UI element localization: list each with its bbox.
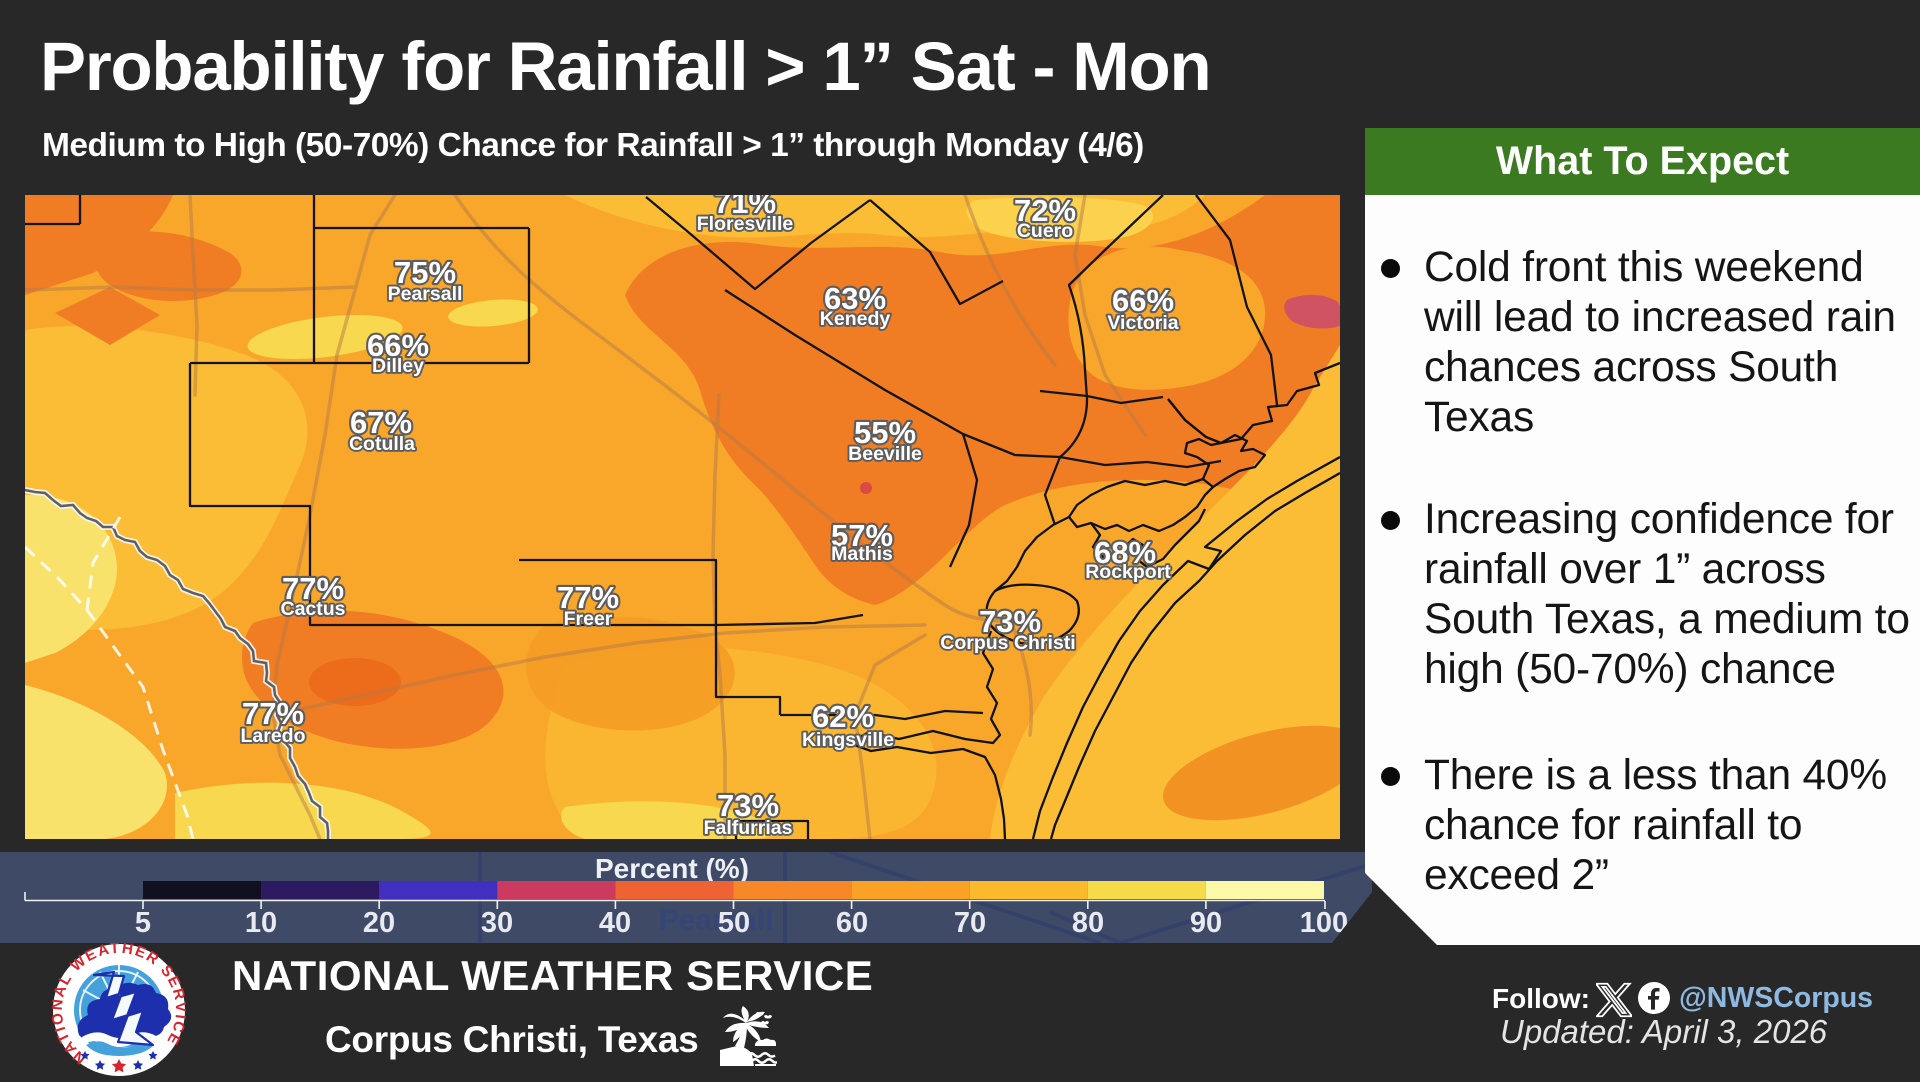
svg-text:Floresville: Floresville bbox=[697, 213, 794, 235]
svg-text:72%: 72% bbox=[1014, 195, 1076, 228]
svg-text:66%: 66% bbox=[1112, 283, 1174, 318]
svg-text:70: 70 bbox=[954, 907, 986, 939]
svg-text:57%: 57% bbox=[831, 518, 893, 553]
svg-text:Kingsville: Kingsville bbox=[802, 729, 894, 751]
svg-text:10: 10 bbox=[245, 907, 277, 939]
svg-text:20: 20 bbox=[363, 907, 395, 939]
svg-text:Victoria: Victoria bbox=[1107, 312, 1178, 334]
svg-text:66%: 66% bbox=[367, 328, 429, 363]
svg-text:77%: 77% bbox=[242, 696, 304, 731]
svg-text:77%: 77% bbox=[557, 580, 619, 615]
svg-text:77%: 77% bbox=[282, 571, 344, 606]
svg-text:62%: 62% bbox=[812, 699, 874, 734]
svg-text:73%: 73% bbox=[717, 788, 779, 823]
svg-text:80: 80 bbox=[1072, 907, 1104, 939]
svg-text:Freer: Freer bbox=[564, 608, 613, 630]
svg-text:63%: 63% bbox=[824, 281, 886, 316]
svg-text:Beeville: Beeville bbox=[848, 443, 922, 465]
svg-text:60: 60 bbox=[836, 907, 868, 939]
svg-text:Kenedy: Kenedy bbox=[820, 308, 891, 330]
svg-text:67%: 67% bbox=[350, 405, 412, 440]
svg-text:Cactus: Cactus bbox=[280, 598, 345, 620]
svg-text:Dilley: Dilley bbox=[372, 355, 424, 377]
svg-text:75%: 75% bbox=[394, 255, 456, 290]
svg-text:40: 40 bbox=[599, 907, 631, 939]
svg-text:5: 5 bbox=[135, 907, 151, 939]
svg-text:68%: 68% bbox=[1094, 535, 1156, 570]
svg-text:Laredo: Laredo bbox=[240, 725, 305, 747]
svg-text:30: 30 bbox=[481, 907, 513, 939]
svg-text:Corpus Christi: Corpus Christi bbox=[940, 632, 1075, 654]
svg-text:Cuero: Cuero bbox=[1017, 220, 1073, 242]
svg-text:Pearsall: Pearsall bbox=[658, 904, 773, 937]
svg-text:Rockport: Rockport bbox=[1085, 561, 1171, 583]
svg-text:Falfurrias: Falfurrias bbox=[704, 817, 793, 839]
svg-text:Pearsall: Pearsall bbox=[388, 283, 463, 305]
svg-text:100: 100 bbox=[1300, 907, 1348, 939]
svg-text:50: 50 bbox=[718, 907, 750, 939]
svg-text:90: 90 bbox=[1190, 907, 1222, 939]
svg-text:Percent (%): Percent (%) bbox=[595, 853, 749, 884]
svg-text:Cotulla: Cotulla bbox=[349, 433, 415, 455]
svg-text:73%: 73% bbox=[979, 604, 1041, 639]
svg-text:55%: 55% bbox=[854, 415, 916, 450]
svg-text:Mathis: Mathis bbox=[831, 543, 893, 565]
